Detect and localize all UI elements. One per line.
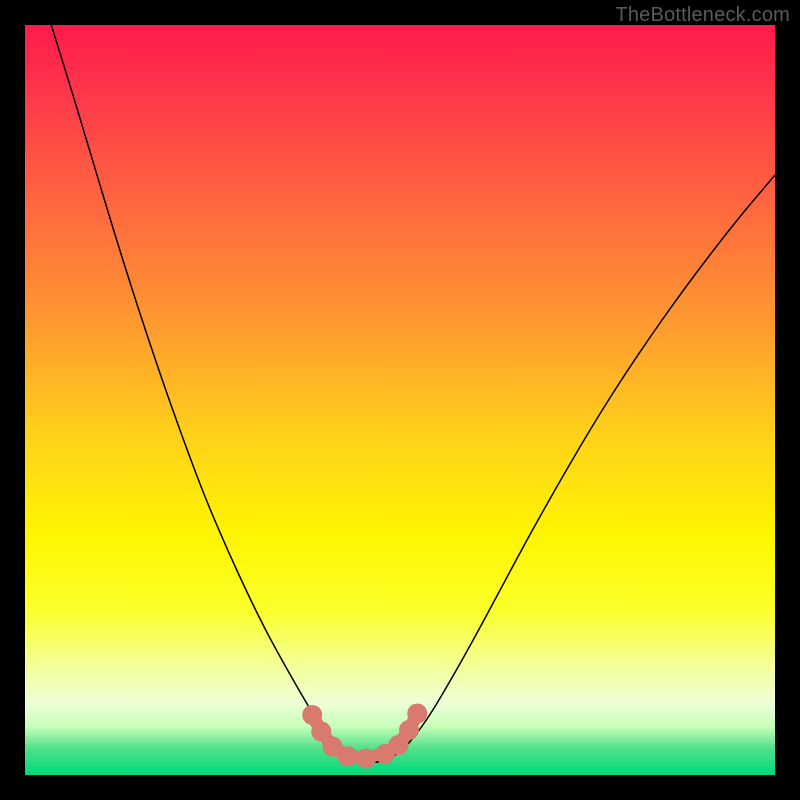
plot-background (25, 25, 775, 775)
highlight-dot (356, 749, 376, 769)
bottleneck-chart (0, 0, 800, 800)
highlight-dot (407, 704, 427, 724)
highlight-dot (338, 746, 358, 766)
chart-stage: TheBottleneck.com (0, 0, 800, 800)
